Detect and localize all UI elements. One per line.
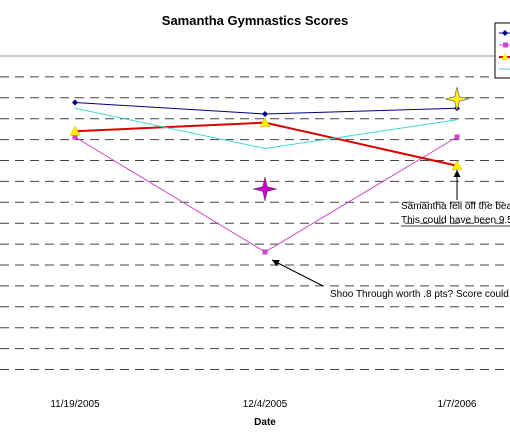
chart-title: Samantha Gymnastics Scores	[161, 13, 349, 28]
annotation-text: This could have been 9.50	[401, 215, 510, 226]
x-tick-label: 12/4/2005	[243, 399, 288, 410]
annotation-text: Shoo Through worth .8 pts? Score could b…	[330, 289, 510, 300]
annotation-arrowhead	[272, 260, 280, 267]
x-tick-labels: 11/19/2005 12/4/2005 1/7/2006	[50, 399, 477, 410]
legend-box	[494, 22, 510, 79]
annotation-layer: Samantha fell off the beam This could hav…	[271, 170, 510, 300]
series-line	[74, 121, 458, 167]
legend-marker	[503, 42, 508, 48]
data-point-triangle	[69, 125, 81, 136]
data-point-diamond	[262, 111, 268, 117]
x-axis-title: Date	[254, 417, 276, 428]
data-point-triangle	[259, 117, 271, 127]
annotation-arrowhead	[453, 170, 461, 177]
annotation-arrow-line	[271, 259, 324, 287]
legend-marker	[501, 53, 509, 60]
data-point-square	[454, 134, 460, 140]
data-point-diamond	[72, 99, 78, 106]
annotation-text: Samantha fell off the beam	[401, 201, 510, 212]
x-tick-label: 1/7/2006	[438, 399, 477, 410]
marker-layer	[69, 99, 463, 255]
x-tick-label: 11/19/2005	[50, 399, 100, 410]
legend-marker	[502, 30, 508, 36]
data-point-square	[72, 134, 78, 140]
data-point-square	[262, 249, 268, 255]
star-layer	[252, 86, 470, 202]
star-marker	[444, 86, 470, 112]
series-line	[74, 107, 458, 150]
star-marker	[252, 176, 278, 202]
grid-layer	[0, 55, 510, 370]
legend	[494, 22, 510, 79]
data-point-triangle	[451, 160, 463, 170]
